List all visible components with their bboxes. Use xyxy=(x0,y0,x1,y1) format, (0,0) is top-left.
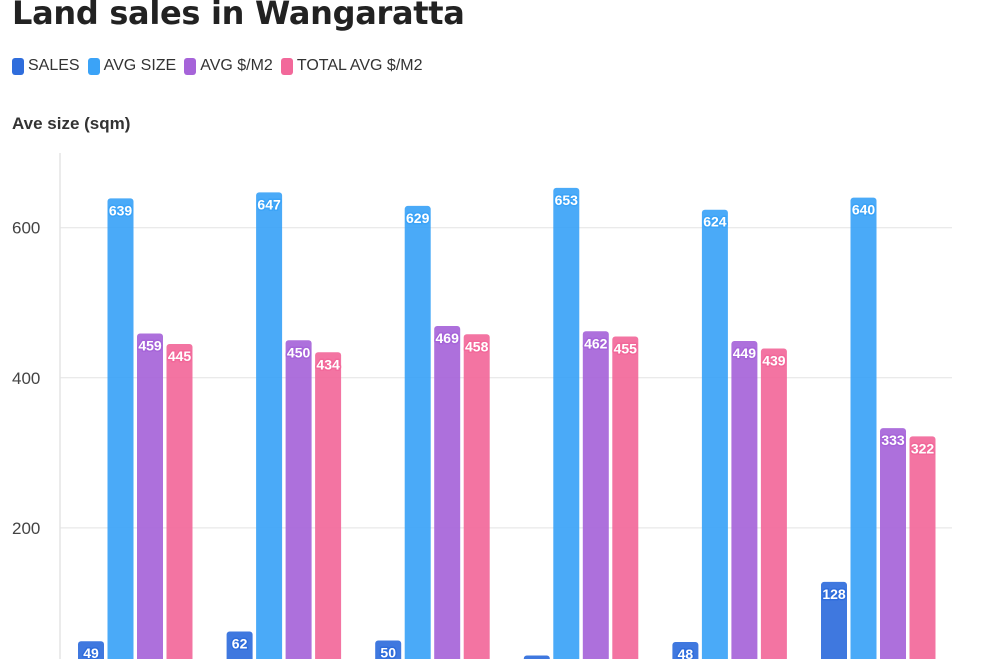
data-label-avg-m2-1: 450 xyxy=(287,344,311,360)
bar-total-avg-m2-1 xyxy=(315,352,342,659)
data-label-total-avg-m2-4: 439 xyxy=(762,353,786,369)
bar-avg-size-3 xyxy=(553,187,580,659)
y-tick-label-200: 200 xyxy=(12,519,40,538)
legend-item-total-avg-price[interactable]: TOTAL AVG $/M2 xyxy=(280,57,423,75)
data-label-avg-size-5: 640 xyxy=(852,202,876,218)
data-label-avg-size-1: 647 xyxy=(257,196,281,212)
bar-total-avg-m2-0 xyxy=(166,344,193,659)
bar-avg-size-0 xyxy=(107,198,134,659)
data-label-total-avg-m2-0: 445 xyxy=(168,348,192,364)
data-label-avg-m2-5: 333 xyxy=(881,432,905,448)
bar-total-avg-m2-3 xyxy=(612,336,639,659)
bar-avg-m2-2 xyxy=(434,326,461,659)
data-label-avg-m2-2: 469 xyxy=(436,330,460,346)
data-label-sales-0: 49 xyxy=(83,645,99,659)
chart-title: Land sales in Wangaratta xyxy=(12,0,465,32)
y-axis-title: Ave size (sqm) xyxy=(12,114,131,133)
data-label-total-avg-m2-1: 434 xyxy=(316,356,340,372)
data-label-avg-size-0: 639 xyxy=(109,202,133,218)
data-label-total-avg-m2-3: 455 xyxy=(614,341,638,357)
data-label-avg-m2-3: 462 xyxy=(584,335,608,351)
bar-avg-m2-0 xyxy=(137,333,163,659)
legend-label-sales: SALES xyxy=(28,57,80,74)
bar-avg-size-2 xyxy=(404,205,431,659)
data-label-sales-1: 62 xyxy=(232,635,248,651)
data-label-avg-size-2: 629 xyxy=(406,210,430,226)
legend-item-sales[interactable]: SALES xyxy=(12,57,80,75)
bar-sales-1 xyxy=(226,631,253,659)
data-label-total-avg-m2-5: 322 xyxy=(911,440,935,456)
legend-item-avg-price[interactable]: AVG $/M2 xyxy=(184,57,273,75)
data-label-avg-m2-0: 459 xyxy=(138,338,162,354)
data-label-avg-m2-4: 449 xyxy=(733,345,757,361)
data-label-sales-4: 48 xyxy=(678,646,694,659)
legend-swatch-avg-size xyxy=(87,57,100,75)
data-label-avg-size-3: 653 xyxy=(555,192,579,208)
bar-avg-size-1 xyxy=(256,192,283,659)
legend-label-avg-size: AVG SIZE xyxy=(103,57,177,74)
data-label-sales-2: 50 xyxy=(380,644,396,659)
bar-avg-m2-4 xyxy=(731,341,758,659)
bar-avg-size-4 xyxy=(701,209,728,659)
legend-swatch-sales xyxy=(12,57,24,75)
bar-avg-m2-5 xyxy=(880,428,906,659)
legend: SALES AVG SIZE AVG $/M2 TOTAL AVG $/M2 xyxy=(12,57,431,75)
legend-swatch-total-avg-price xyxy=(280,57,293,75)
y-tick-label-400: 400 xyxy=(12,369,40,388)
y-tick-label-600: 600 xyxy=(12,219,40,238)
bar-avg-m2-1 xyxy=(285,340,312,659)
legend-item-avg-size[interactable]: AVG SIZE xyxy=(87,57,177,75)
bar-avg-m2-3 xyxy=(582,331,609,659)
bar-total-avg-m2-4 xyxy=(760,348,787,659)
legend-label-total-avg-price: TOTAL AVG $/M2 xyxy=(296,57,423,74)
data-label-sales-5: 128 xyxy=(822,586,846,602)
bar-sales-4 xyxy=(672,641,699,659)
legend-label-avg-price: AVG $/M2 xyxy=(200,57,273,74)
bar-sales-0 xyxy=(78,641,104,659)
bar-total-avg-m2-5 xyxy=(909,436,936,659)
bar-total-avg-m2-2 xyxy=(463,334,490,659)
data-label-total-avg-m2-2: 458 xyxy=(465,338,489,354)
bar-sales-2 xyxy=(375,640,402,659)
bar-sales-5 xyxy=(821,581,847,659)
legend-swatch-avg-price xyxy=(184,57,197,75)
data-label-avg-size-4: 624 xyxy=(703,214,727,230)
bar-sales-3 xyxy=(523,655,550,659)
bar-avg-size-5 xyxy=(850,197,877,659)
